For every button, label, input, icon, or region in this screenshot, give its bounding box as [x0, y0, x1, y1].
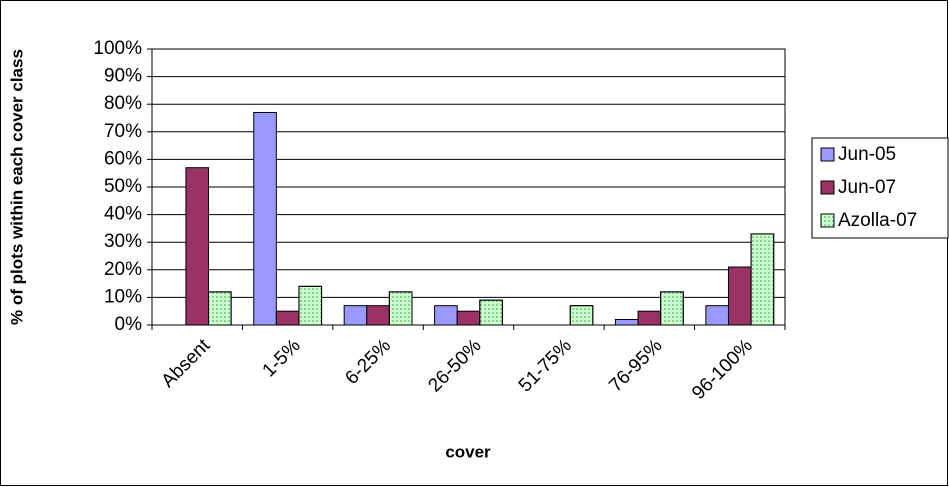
y-tick-label: 80% — [104, 93, 142, 114]
y-tick-label: 10% — [104, 286, 142, 307]
bar-pattern — [750, 233, 775, 326]
legend-label: Azolla-07 — [838, 210, 917, 231]
legend-box — [811, 137, 949, 239]
bar — [366, 305, 390, 326]
y-tick-label: 90% — [104, 66, 142, 87]
bar — [614, 318, 639, 326]
bar-pattern — [298, 285, 323, 326]
bar — [456, 310, 481, 326]
bar — [637, 310, 662, 326]
legend-label: Jun-07 — [838, 177, 896, 198]
y-tick-label: 30% — [104, 231, 142, 252]
bar — [275, 310, 300, 326]
y-tick-label: 20% — [104, 259, 142, 280]
y-axis-title: % of plots within each cover class — [7, 49, 26, 325]
y-tick-label: 50% — [104, 176, 142, 197]
bar — [705, 305, 729, 326]
legend-swatch — [820, 147, 835, 162]
x-axis-title: cover — [445, 442, 491, 461]
bar — [434, 305, 458, 326]
y-tick-label: 0% — [115, 314, 143, 335]
bar-pattern — [660, 291, 684, 326]
bar-pattern — [388, 291, 413, 326]
y-tick-label: 40% — [104, 204, 142, 225]
legend-swatch-pattern — [820, 213, 835, 228]
bar-pattern — [479, 299, 503, 326]
bar-pattern — [569, 305, 594, 326]
y-tick-label: 100% — [93, 38, 142, 59]
bar — [253, 111, 277, 326]
bar-pattern — [208, 291, 232, 326]
legend-swatch — [820, 180, 835, 195]
bar — [343, 305, 368, 326]
legend-label: Jun-05 — [838, 144, 896, 165]
y-tick-label: 60% — [104, 148, 142, 169]
y-tick-label: 70% — [104, 121, 142, 142]
bar — [727, 266, 752, 326]
bar — [185, 167, 210, 326]
